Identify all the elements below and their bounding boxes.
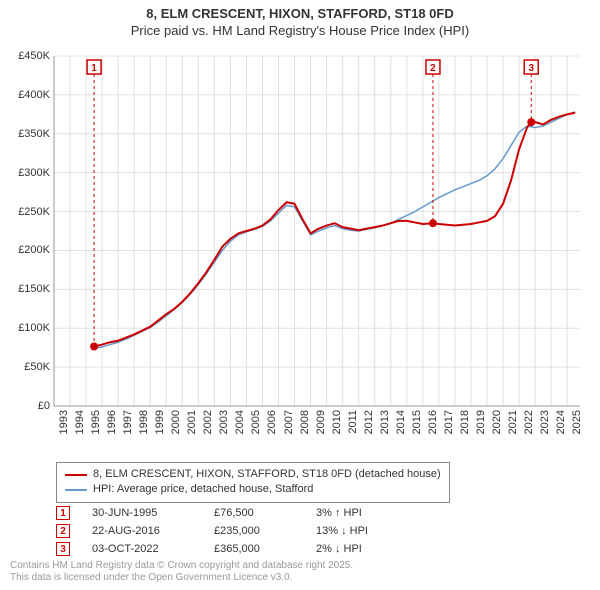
y-tick-label: £50K [6, 361, 50, 373]
sale-marker-number: 1 [60, 508, 66, 519]
x-tick-label: 1999 [154, 410, 166, 434]
x-tick-label: 2021 [507, 410, 519, 434]
x-tick-label: 2025 [571, 410, 583, 434]
x-tick-label: 1996 [106, 410, 118, 434]
y-tick-label: £250K [6, 206, 50, 218]
y-tick-label: £400K [6, 89, 50, 101]
legend-row: HPI: Average price, detached house, Staf… [65, 482, 441, 497]
svg-text:1: 1 [91, 63, 97, 74]
title-address: 8, ELM CRESCENT, HIXON, STAFFORD, ST18 0… [0, 6, 600, 23]
x-tick-label: 2006 [266, 410, 278, 434]
x-tick-label: 2022 [523, 410, 535, 434]
x-tick-label: 2002 [202, 410, 214, 434]
sale-date: 03-OCT-2022 [92, 543, 192, 555]
sale-marker-icon: 3 [56, 542, 70, 556]
y-tick-label: £150K [6, 283, 50, 295]
x-tick-label: 2013 [379, 410, 391, 434]
y-tick-label: £100K [6, 322, 50, 334]
legend-swatch [65, 474, 87, 476]
x-tick-label: 2011 [347, 410, 359, 434]
x-tick-label: 2015 [411, 410, 423, 434]
x-tick-label: 2000 [170, 410, 182, 434]
y-tick-label: £200K [6, 244, 50, 256]
title-subtitle: Price paid vs. HM Land Registry's House … [0, 23, 600, 40]
sale-price: £365,000 [214, 543, 294, 555]
sale-price: £235,000 [214, 525, 294, 537]
sale-date: 30-JUN-1995 [92, 507, 192, 519]
legend: 8, ELM CRESCENT, HIXON, STAFFORD, ST18 0… [56, 462, 450, 503]
sales-row: 1 30-JUN-1995 £76,500 3% ↑ HPI [56, 504, 536, 522]
legend-label: HPI: Average price, detached house, Staf… [93, 482, 313, 497]
footer-line: This data is licensed under the Open Gov… [10, 572, 353, 584]
sale-hpi-delta: 3% ↑ HPI [316, 507, 416, 519]
x-tick-label: 2008 [299, 410, 311, 434]
x-tick-label: 1995 [90, 410, 102, 434]
y-tick-label: £350K [6, 128, 50, 140]
x-tick-label: 2009 [315, 410, 327, 434]
x-tick-label: 2017 [443, 410, 455, 434]
sales-table: 1 30-JUN-1995 £76,500 3% ↑ HPI 2 22-AUG-… [56, 504, 536, 558]
y-tick-label: £450K [6, 50, 50, 62]
x-tick-label: 2010 [331, 410, 343, 434]
x-tick-label: 2018 [459, 410, 471, 434]
x-tick-label: 1998 [138, 410, 150, 434]
y-tick-label: £300K [6, 167, 50, 179]
sale-marker-icon: 1 [56, 506, 70, 520]
sale-hpi-delta: 2% ↓ HPI [316, 543, 416, 555]
chart-container: 8, ELM CRESCENT, HIXON, STAFFORD, ST18 0… [0, 0, 600, 590]
sales-row: 3 03-OCT-2022 £365,000 2% ↓ HPI [56, 540, 536, 558]
legend-row: 8, ELM CRESCENT, HIXON, STAFFORD, ST18 0… [65, 467, 441, 482]
x-tick-label: 2012 [363, 410, 375, 434]
x-tick-label: 2007 [283, 410, 295, 434]
x-tick-label: 2023 [539, 410, 551, 434]
chart-svg: 1 2 3 [44, 50, 590, 420]
sale-marker-icon: 2 [56, 524, 70, 538]
x-tick-label: 2019 [475, 410, 487, 434]
y-tick-label: £0 [6, 400, 50, 412]
x-tick-label: 1997 [122, 410, 134, 434]
title-block: 8, ELM CRESCENT, HIXON, STAFFORD, ST18 0… [0, 0, 600, 40]
sale-marker-number: 3 [60, 544, 66, 555]
sales-row: 2 22-AUG-2016 £235,000 13% ↓ HPI [56, 522, 536, 540]
svg-text:3: 3 [528, 63, 534, 74]
x-tick-label: 2020 [491, 410, 503, 434]
x-tick-label: 2016 [427, 410, 439, 434]
x-tick-label: 2001 [186, 410, 198, 434]
footer-line: Contains HM Land Registry data © Crown c… [10, 560, 353, 572]
x-tick-label: 2024 [555, 410, 567, 434]
x-tick-label: 1993 [58, 410, 70, 434]
sale-hpi-delta: 13% ↓ HPI [316, 525, 416, 537]
x-tick-label: 2004 [234, 410, 246, 434]
svg-text:2: 2 [430, 63, 436, 74]
legend-label: 8, ELM CRESCENT, HIXON, STAFFORD, ST18 0… [93, 467, 441, 482]
x-tick-label: 2005 [250, 410, 262, 434]
sale-date: 22-AUG-2016 [92, 525, 192, 537]
sale-price: £76,500 [214, 507, 294, 519]
x-tick-label: 2014 [395, 410, 407, 434]
legend-swatch [65, 489, 87, 491]
footer: Contains HM Land Registry data © Crown c… [10, 560, 353, 584]
x-tick-label: 2003 [218, 410, 230, 434]
sale-marker-number: 2 [60, 526, 66, 537]
x-tick-label: 1994 [74, 410, 86, 434]
